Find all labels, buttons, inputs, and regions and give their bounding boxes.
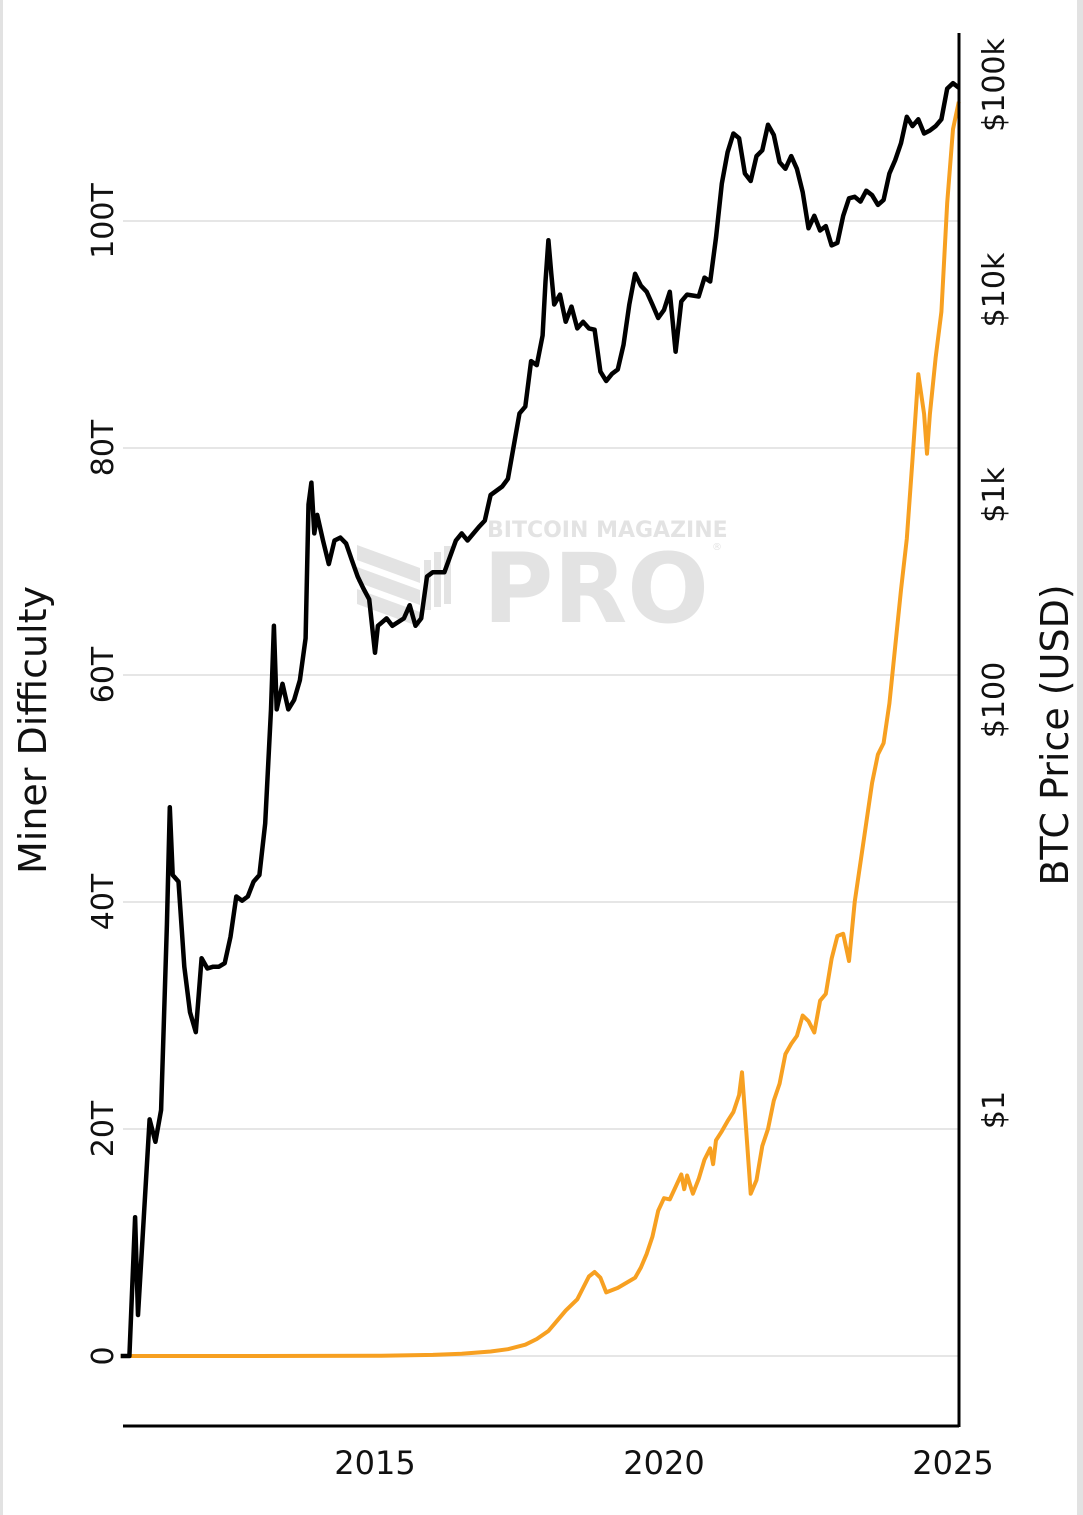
page-right-edge	[1077, 0, 1083, 1515]
right-tick-label: $100k	[977, 38, 1012, 132]
left-tick-label: 0	[86, 1346, 121, 1365]
x-axis-ticks: 2015 2020 2025	[334, 1444, 993, 1482]
x-tick-label: 2015	[334, 1444, 415, 1482]
btc-price-line	[120, 80, 961, 1359]
watermark-logo: BITCOIN MAGAZINE PRO ®	[357, 518, 728, 645]
left-tick-label: 60T	[86, 646, 121, 703]
x-tick-label: 2025	[912, 1444, 993, 1482]
right-tick-label: $1k	[977, 467, 1012, 523]
left-tick-label: 80T	[86, 419, 121, 476]
left-tick-label: 20T	[86, 1100, 121, 1157]
right-tick-label: $100	[977, 662, 1012, 738]
right-tick-label: $10k	[977, 252, 1012, 327]
left-tick-label: 100T	[86, 183, 121, 259]
page-left-edge	[0, 0, 3, 1515]
gridlines	[123, 220, 959, 1357]
right-tick-label: $1	[977, 1091, 1012, 1129]
right-axis-title: BTC Price (USD)	[1033, 584, 1077, 885]
difficulty-line	[120, 101, 961, 1358]
left-axis-title: Miner Difficulty	[11, 586, 55, 874]
left-y-axis-ticks: 0 20T 40T 60T 80T 100T	[86, 183, 121, 1366]
watermark-registered-mark: ®	[712, 542, 722, 553]
left-tick-label: 40T	[86, 873, 121, 930]
watermark-pro-text: PRO	[483, 533, 709, 645]
right-y-axis-ticks: $1 $100 $1k $10k $100k	[977, 38, 1012, 1130]
watermark-brand-text: BITCOIN MAGAZINE	[487, 518, 728, 543]
x-tick-label: 2020	[623, 1444, 704, 1482]
